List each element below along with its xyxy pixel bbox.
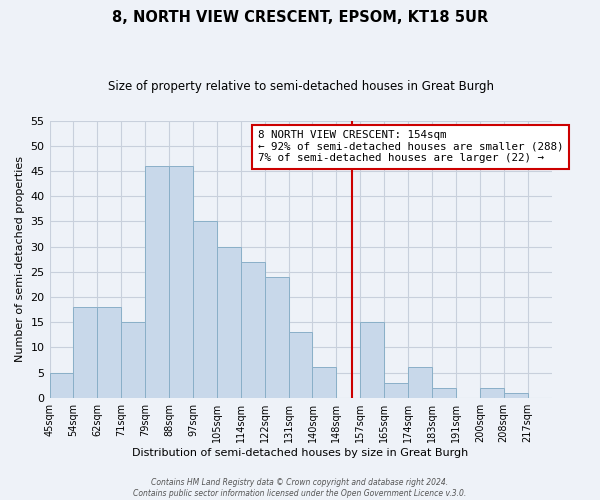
X-axis label: Distribution of semi-detached houses by size in Great Burgh: Distribution of semi-detached houses by … [133,448,469,458]
Bar [504,392,527,398]
Bar [145,166,169,398]
Bar [265,277,289,398]
Text: Contains HM Land Registry data © Crown copyright and database right 2024.
Contai: Contains HM Land Registry data © Crown c… [133,478,467,498]
Bar [217,246,241,398]
Bar [313,368,337,398]
Bar [360,322,384,398]
Bar [480,388,504,398]
Bar [50,372,73,398]
Bar [289,332,313,398]
Y-axis label: Number of semi-detached properties: Number of semi-detached properties [15,156,25,362]
Bar [241,262,265,398]
Bar [193,222,217,398]
Bar [408,368,432,398]
Bar [97,307,121,398]
Bar [169,166,193,398]
Bar [73,307,97,398]
Bar [121,322,145,398]
Bar [432,388,456,398]
Title: Size of property relative to semi-detached houses in Great Burgh: Size of property relative to semi-detach… [107,80,494,93]
Bar [384,382,408,398]
Text: 8, NORTH VIEW CRESCENT, EPSOM, KT18 5UR: 8, NORTH VIEW CRESCENT, EPSOM, KT18 5UR [112,10,488,25]
Text: 8 NORTH VIEW CRESCENT: 154sqm
← 92% of semi-detached houses are smaller (288)
7%: 8 NORTH VIEW CRESCENT: 154sqm ← 92% of s… [258,130,563,164]
